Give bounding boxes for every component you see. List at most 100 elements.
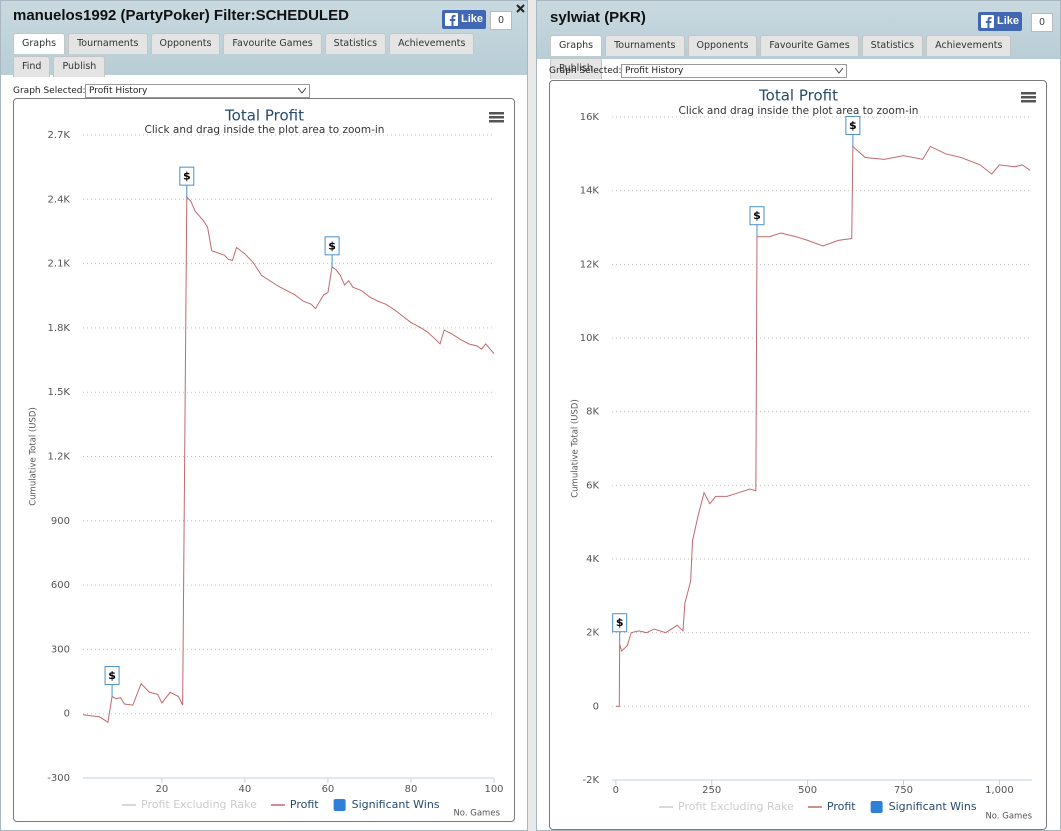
tab[interactable]: Opponents bbox=[687, 35, 758, 56]
x-tick-label: 500 bbox=[798, 785, 817, 796]
y-tick-label: 2K bbox=[586, 628, 599, 639]
chart-title: Total Profit bbox=[224, 107, 304, 125]
x-tick-label: 100 bbox=[484, 784, 503, 795]
significant-win-flag bbox=[104, 666, 120, 686]
menu-icon-bar[interactable] bbox=[489, 120, 504, 123]
tab[interactable]: Graphs bbox=[550, 35, 603, 56]
tab[interactable]: Favourite Games bbox=[760, 35, 859, 56]
dropdown-value: Profit History bbox=[89, 86, 148, 96]
significant-win-flag bbox=[179, 166, 195, 186]
y-tick-label: 14K bbox=[580, 186, 600, 197]
profit-line bbox=[615, 145, 1031, 707]
flag-label: $ bbox=[183, 170, 191, 183]
y-tick-label: 0 bbox=[64, 709, 70, 720]
like-count: 0 bbox=[1031, 13, 1053, 32]
tab[interactable]: Achievements bbox=[389, 33, 475, 54]
y-axis-label: Cumulative Total (USD) bbox=[571, 399, 581, 498]
tab[interactable]: Opponents bbox=[150, 33, 221, 54]
y-tick-label: 900 bbox=[51, 516, 70, 527]
facebook-icon bbox=[445, 13, 458, 26]
chart-title: Total Profit bbox=[758, 87, 838, 105]
menu-icon-bar[interactable] bbox=[1021, 96, 1036, 99]
x-tick-label: 40 bbox=[239, 784, 252, 795]
tab-bar: Graphs Tournaments Opponents Favourite Game… bbox=[550, 35, 1050, 79]
flag-label: $ bbox=[849, 119, 857, 132]
legend-label[interactable]: Profit Excluding Rake bbox=[678, 800, 794, 813]
menu-icon-bar[interactable] bbox=[489, 116, 504, 119]
y-tick-label: 4K bbox=[586, 554, 599, 565]
flag-label: $ bbox=[753, 209, 761, 222]
y-tick-label: 300 bbox=[51, 644, 70, 655]
chart-container: Total Profit Click and drag inside the pl… bbox=[13, 98, 515, 822]
y-tick-label: -300 bbox=[47, 773, 70, 784]
x-tick-label: 1,000 bbox=[985, 785, 1014, 796]
flag-label: $ bbox=[328, 239, 336, 252]
significant-win-flag bbox=[324, 236, 340, 256]
y-tick-label: 600 bbox=[51, 580, 70, 591]
significant-win-flag bbox=[845, 115, 861, 135]
chart-container: Total Profit Click and drag inside the pl… bbox=[549, 80, 1047, 830]
facebook-icon bbox=[981, 15, 994, 28]
tab[interactable]: Find bbox=[13, 56, 51, 77]
tab[interactable]: Publish bbox=[53, 56, 106, 77]
y-axis-label: Cumulative Total (USD) bbox=[29, 407, 39, 506]
tab[interactable]: Statistics bbox=[861, 35, 924, 56]
y-tick-label: -2K bbox=[582, 775, 599, 786]
y-tick-label: 1.8K bbox=[48, 323, 71, 334]
panel: manuelos1992 (PartyPoker) Filter:SCHEDUL… bbox=[0, 0, 528, 831]
panel: sylwiat (PKR) Like 0 Graphs Tournaments Op… bbox=[536, 0, 1061, 831]
menu-icon-bar[interactable] bbox=[489, 112, 504, 115]
tab[interactable]: Statistics bbox=[324, 33, 387, 54]
like-button[interactable]: Like bbox=[442, 10, 486, 29]
menu-icon-bar[interactable] bbox=[1021, 100, 1036, 103]
y-tick-label: 8K bbox=[586, 407, 599, 418]
panel-title: manuelos1992 (PartyPoker) Filter:SCHEDUL… bbox=[13, 7, 349, 24]
y-tick-label: 0 bbox=[593, 701, 599, 712]
chart-subtitle: Click and drag inside the plot area to z… bbox=[145, 124, 385, 136]
dropdown-arrow bbox=[835, 68, 843, 74]
x-tick-label: 0 bbox=[613, 785, 619, 796]
close-button[interactable] bbox=[516, 4, 525, 13]
legend-label[interactable]: Significant Wins bbox=[889, 800, 977, 813]
tab[interactable]: Tournaments bbox=[605, 35, 685, 56]
legend-label[interactable]: Profit bbox=[827, 800, 856, 813]
flag-label: $ bbox=[108, 669, 116, 682]
tab-bar: Graphs Tournaments Opponents Favourite Game… bbox=[13, 33, 483, 77]
chart-subtitle: Click and drag inside the plot area to z… bbox=[679, 105, 919, 117]
graph-selected-label: Graph Selected: bbox=[549, 66, 622, 76]
tab[interactable]: Publish bbox=[550, 58, 602, 79]
significant-win-flag bbox=[612, 613, 628, 633]
graph-dropdown[interactable]: Profit History bbox=[85, 84, 310, 98]
x-tick-label: 750 bbox=[894, 785, 913, 796]
y-tick-label: 2.7K bbox=[48, 130, 71, 141]
like-count: 0 bbox=[490, 11, 512, 30]
tab[interactable]: Favourite Games bbox=[223, 33, 322, 54]
tab[interactable]: Graphs bbox=[13, 33, 66, 54]
profit-line bbox=[82, 195, 495, 724]
legend-label[interactable]: Significant Wins bbox=[352, 798, 440, 811]
menu-icon-bar[interactable] bbox=[1021, 92, 1036, 95]
like-button[interactable]: Like bbox=[978, 12, 1022, 31]
flag-label: $ bbox=[616, 616, 624, 629]
panel-title: sylwiat (PKR) bbox=[550, 9, 646, 26]
tab[interactable]: Tournaments bbox=[68, 33, 148, 54]
y-tick-label: 16K bbox=[580, 112, 600, 123]
graph-dropdown[interactable]: Profit History bbox=[621, 64, 847, 78]
legend-label[interactable]: Profit bbox=[290, 798, 319, 811]
x-axis-label: No. Games bbox=[453, 809, 500, 819]
y-tick-label: 1.2K bbox=[48, 452, 71, 463]
legend-label[interactable]: Profit Excluding Rake bbox=[141, 798, 257, 811]
tab[interactable]: Achievements bbox=[926, 35, 1012, 56]
graph-selected-label: Graph Selected: bbox=[13, 86, 86, 96]
separator bbox=[527, 0, 536, 831]
like-label: Like bbox=[461, 13, 484, 25]
y-tick-label: 2.4K bbox=[48, 194, 71, 205]
x-tick-label: 250 bbox=[702, 785, 721, 796]
y-tick-label: 1.5K bbox=[48, 387, 71, 398]
y-tick-label: 12K bbox=[580, 259, 600, 270]
y-tick-label: 10K bbox=[580, 333, 600, 344]
x-axis-label: No. Games bbox=[985, 812, 1032, 822]
